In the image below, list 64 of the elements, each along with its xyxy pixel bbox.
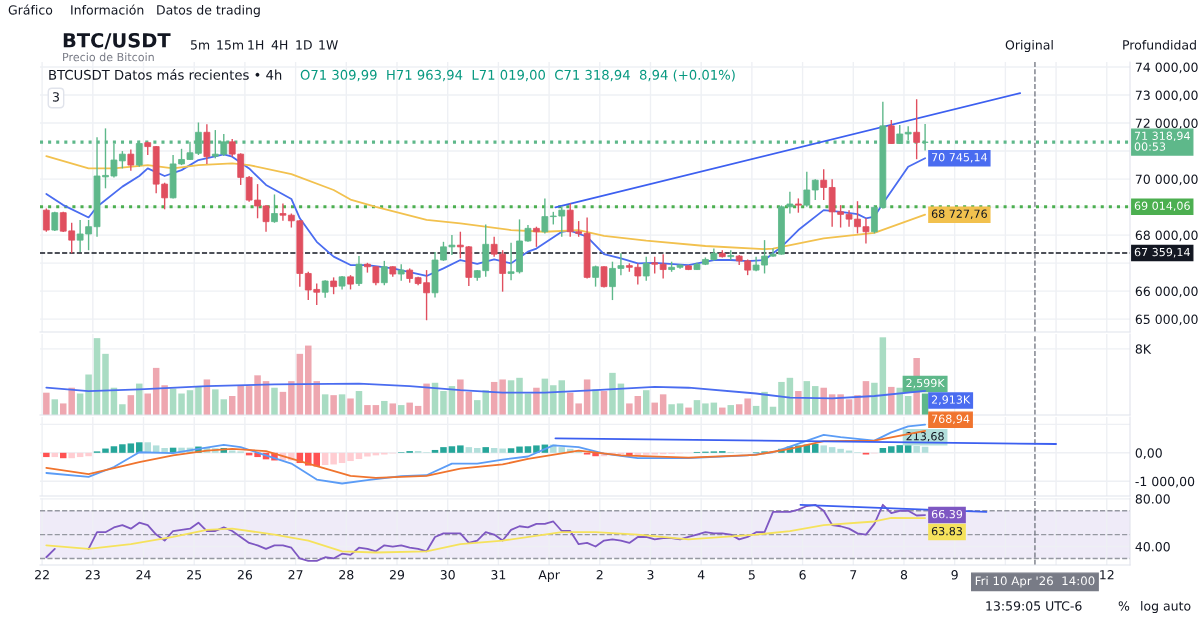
annotation: O71 309,99 H71 963,94 L71 019,00 C71 318,94 8,94 (+0.01%) (300, 69, 735, 82)
text: 15m (217, 40, 244, 50)
x-tick-label: 29 (389, 570, 405, 580)
text: auto (1163, 601, 1191, 611)
y-tick-label: 70 000,00 (1135, 174, 1198, 186)
ref-line-label: 69 014,06 (1134, 201, 1190, 212)
x-tick-label: 27 (288, 570, 303, 580)
ref-line-label: 71 318,94 00:53 (1134, 131, 1190, 151)
x-tick-label: 3 (647, 570, 654, 580)
text: 5m (190, 40, 210, 50)
text: Información (71, 4, 144, 15)
data-label: 213,68 (906, 432, 944, 442)
text: 1W (319, 40, 338, 50)
chart-title: BTC/USDT (63, 32, 171, 50)
text: Precio de Bitcoin (63, 52, 154, 62)
data-label: 63.83 (931, 526, 963, 536)
y-tick-label: 72 000,00 (1135, 118, 1198, 130)
x-tick-label: 23 (85, 570, 100, 580)
data-label: 768,94 (932, 414, 970, 425)
x-tick-label: 31 (491, 570, 506, 580)
ref-line-label: 67 359,14 (1134, 247, 1190, 258)
chart-subtitle: BTCUSDT Datos más recientes • 4h (49, 69, 282, 80)
x-tick-label: 9 (951, 570, 958, 580)
text: Original (1005, 39, 1053, 53)
x-tick-label: 22 (35, 570, 49, 580)
x-tick-label: Apr (538, 570, 560, 582)
y-tick-label: 65 000,00 (1135, 314, 1198, 326)
x-tick-label: 4 (697, 570, 705, 580)
y-tick-label: 80.00 (1135, 494, 1170, 504)
data-label: 66.39 (931, 509, 963, 519)
x-tick-label: 2 (596, 570, 603, 580)
y-tick-label: 66 000,00 (1135, 286, 1198, 298)
y-tick-label: 8K (1135, 344, 1152, 354)
x-tick-label: 7 (850, 570, 857, 580)
y-tick-label: -1 000,00 (1135, 476, 1195, 488)
y-tick-label: 74 000,00 (1135, 62, 1198, 74)
y-tick-label: 40.00 (1135, 541, 1170, 552)
x-tick-label: 30 (440, 570, 455, 580)
data-label: 70 745,14 (932, 153, 988, 163)
ref-line-label: Fri 10 Apr '26 14:00 (975, 576, 1095, 588)
x-tick-label: 25 (187, 570, 202, 580)
text: % (1118, 601, 1130, 611)
text: 1D (296, 40, 312, 50)
text: 1H (248, 40, 264, 50)
text: Datos de trading (157, 4, 260, 18)
x-tick-label: 28 (339, 570, 354, 580)
x-tick-label: 5 (748, 570, 755, 580)
data-label: 2,599K (906, 378, 945, 389)
y-tick-label: 73 000,00 (1135, 90, 1198, 102)
x-tick-label: 26 (237, 570, 253, 580)
x-tick-label: 8 (900, 570, 908, 580)
text: 13:59:05 UTC-6 (986, 601, 1082, 611)
data-label: 2,913K (931, 395, 971, 405)
x-tick-label: 6 (799, 570, 806, 580)
text: Gráfico (8, 4, 53, 15)
x-tick-label: 24 (136, 570, 151, 580)
annotation: 3 (52, 92, 59, 102)
y-tick-label: 0,00 (1135, 448, 1162, 460)
text: 4H (271, 40, 288, 50)
text: Profundidad (1123, 39, 1196, 50)
x-tick-label: 12 (1100, 570, 1114, 580)
y-tick-label: 68 000,00 (1135, 230, 1198, 242)
text: log (1141, 600, 1158, 614)
data-label: 68 727,76 (931, 209, 987, 220)
